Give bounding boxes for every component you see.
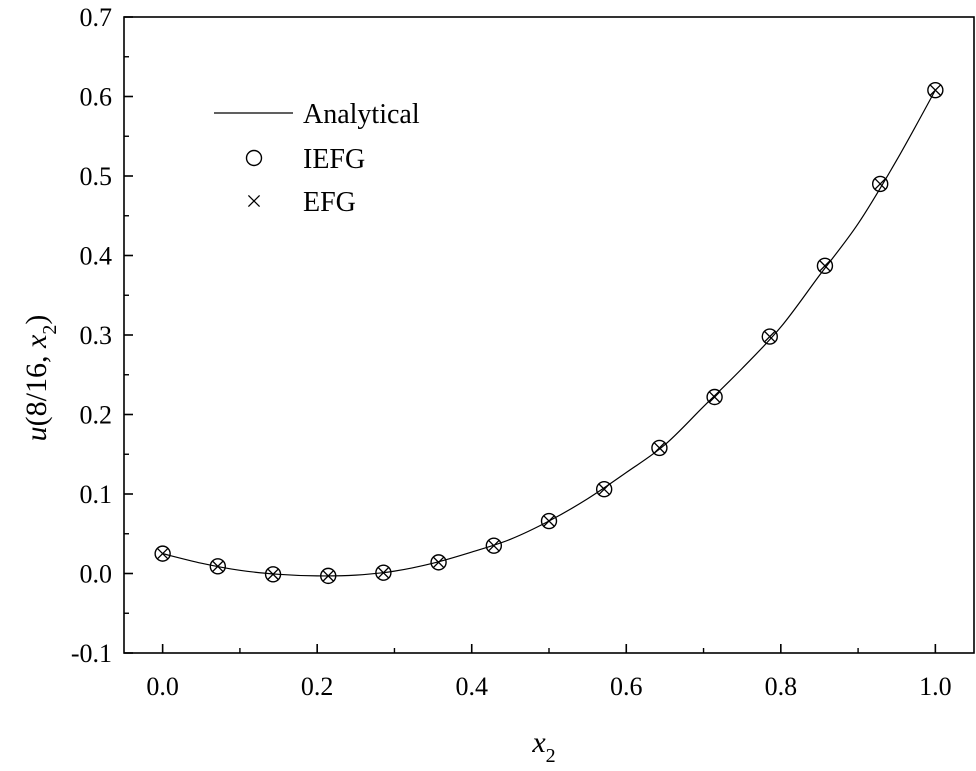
y-axis-label-args: (8/16, [20, 348, 53, 426]
series-analytical [162, 89, 936, 577]
iefg-point [375, 564, 392, 581]
iefg-point [209, 558, 227, 575]
x-tick-label: 0.2 [301, 672, 334, 701]
series-efg [156, 84, 942, 582]
x-axis-label: x2 [531, 726, 555, 767]
efg-point [653, 441, 666, 454]
efg-point [377, 566, 390, 579]
iefg-point [485, 537, 503, 554]
analytical-line [162, 89, 936, 577]
y-tick-label: 0.1 [80, 480, 113, 509]
x-tick-label: 1.0 [919, 672, 952, 701]
iefg-point [595, 481, 613, 498]
y-tick-label: 0.3 [80, 321, 113, 350]
iefg-point [154, 545, 171, 562]
efg-point [874, 177, 887, 191]
legend-label: Analytical [303, 99, 420, 130]
y-tick-label: 0.6 [80, 83, 113, 112]
y-tick-label: 0.4 [80, 242, 113, 271]
efg-point [211, 560, 224, 573]
y-axis-label-prefix: u [20, 426, 53, 441]
efg-point [432, 556, 445, 569]
y-axis-ticks: -0.1 0.0 0.1 0.2 0.3 0.4 0.5 0.6 0.7 [71, 3, 133, 668]
iefg-point [816, 257, 834, 275]
x-tick-label: 0.8 [765, 672, 798, 701]
legend-swatch-iefg [245, 149, 263, 167]
efg-point [487, 539, 500, 552]
iefg-point [430, 554, 447, 571]
efg-point [708, 390, 721, 404]
y-axis-label: u(8/16, x2) [20, 315, 61, 442]
legend: Analytical IEFG EFG [214, 99, 420, 218]
iefg-point [706, 388, 723, 406]
y-axis-label-sub: 2 [39, 325, 61, 335]
efg-point [763, 330, 776, 343]
iefg-point [264, 566, 282, 583]
y-tick-label: 0.5 [80, 162, 113, 191]
y-axis-label-suffix: ) [20, 315, 53, 325]
efg-point [929, 84, 942, 97]
x-axis-ticks: 0.0 0.2 0.4 0.6 0.8 1.0 [146, 644, 952, 701]
iefg-point [540, 512, 558, 530]
y-tick-label: -0.1 [71, 639, 112, 668]
iefg-point [320, 567, 337, 585]
y-tick-label: 0.2 [80, 401, 113, 430]
legend-swatch-efg [247, 194, 261, 208]
y-axis-label-var: x [20, 334, 53, 349]
efg-point [322, 569, 335, 582]
y-tick-label: 0.7 [80, 3, 113, 32]
legend-label: IEFG [303, 144, 365, 175]
iefg-point [651, 439, 668, 457]
series-layer [154, 81, 944, 585]
x-axis-label-sub: 2 [546, 745, 556, 767]
efg-point [598, 483, 611, 496]
legend-label: EFG [303, 187, 356, 218]
iefg-point [927, 81, 944, 99]
iefg-point [761, 328, 778, 345]
x-tick-label: 0.4 [455, 672, 488, 701]
series-iefg [154, 81, 944, 585]
efg-point [542, 514, 556, 528]
iefg-point [871, 175, 889, 193]
x-tick-label: 0.6 [610, 672, 643, 701]
efg-point [266, 568, 280, 581]
x-axis-label-var: x [531, 726, 546, 759]
efg-point [156, 547, 169, 560]
x-tick-label: 0.0 [146, 672, 179, 701]
efg-point [818, 259, 832, 272]
y-tick-label: 0.0 [80, 560, 113, 589]
